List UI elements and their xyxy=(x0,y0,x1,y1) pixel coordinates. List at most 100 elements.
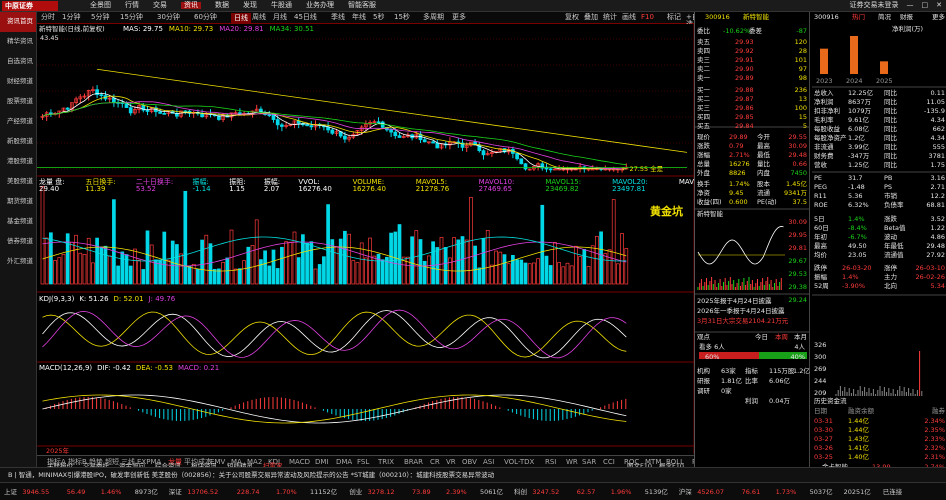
menu-item[interactable]: 业务办理 xyxy=(306,1,334,9)
toolbar-button[interactable]: 复权 xyxy=(565,13,579,21)
menu-item[interactable]: 牛股通 xyxy=(271,1,292,9)
toolbar-button[interactable]: 叠加 xyxy=(584,13,598,21)
sidebar-item[interactable]: 产经频道 xyxy=(7,117,33,125)
menu-item[interactable]: 发现 xyxy=(243,1,257,9)
bottom-tab[interactable]: 扫雷宝 xyxy=(263,462,283,470)
bottom-tab[interactable]: 关联报价 xyxy=(47,462,73,470)
indicator-tab[interactable]: WR xyxy=(566,458,578,466)
period-tab[interactable]: 更多 xyxy=(452,13,466,21)
period-tab[interactable]: 30分钟 xyxy=(157,13,180,21)
period-tab[interactable]: 1分钟 xyxy=(62,13,81,21)
toolbar-button[interactable]: 标记 xyxy=(667,13,681,21)
kline-chart-area[interactable]: 新特智能(日线,前复权) MAS: 29.75 MA10: 29.73 MA20: … xyxy=(37,24,718,454)
menu-item[interactable]: 资讯 xyxy=(181,2,201,9)
sidebar-item[interactable]: 基金频道 xyxy=(7,217,33,225)
menu-item[interactable]: 智能客服 xyxy=(348,1,376,9)
indicator-tab[interactable]: DMA xyxy=(336,458,353,466)
sidebar-item[interactable]: 自选资讯 xyxy=(7,57,33,65)
login-status[interactable]: 证券交易未登录 xyxy=(849,1,899,9)
indicator-tab[interactable]: BOLL xyxy=(666,458,684,466)
indicator-tab[interactable]: VOL-TDX xyxy=(504,458,535,466)
sidebar-item[interactable]: 资讯首页 xyxy=(0,12,36,32)
window-control[interactable]: — xyxy=(906,1,914,9)
indicator-tab[interactable]: EMV xyxy=(210,458,226,466)
period-tab[interactable]: 多周期 xyxy=(423,13,444,21)
bottom-tab[interactable]: 资金流向 xyxy=(119,462,145,470)
indicator-tab[interactable]: RSI xyxy=(545,458,557,466)
period-tab[interactable]: 5秒 xyxy=(373,13,385,21)
sidebar-item[interactable]: 债券频道 xyxy=(7,237,33,245)
period-tab[interactable]: 45日线 xyxy=(294,13,317,21)
chart-canvas[interactable] xyxy=(37,24,695,454)
indicator-tab[interactable]: KDJ xyxy=(268,458,281,466)
volume-bar xyxy=(599,231,603,285)
bottom-right-tab[interactable]: 图文F10 xyxy=(627,462,653,470)
period-tab[interactable]: 日线 xyxy=(231,13,251,23)
toolbar-button[interactable]: F10 xyxy=(641,13,654,21)
sidebar-item[interactable]: 财经频道 xyxy=(7,77,33,85)
indicator-tab[interactable]: FSL xyxy=(357,458,370,466)
indicator-tab[interactable]: EXPMA xyxy=(137,458,162,466)
indicator-tab[interactable]: DMI xyxy=(315,458,329,466)
bottom-tab[interactable]: 交易委托 xyxy=(83,462,109,470)
indicator-tab[interactable]: ASI xyxy=(483,458,495,466)
period-tab[interactable]: 15分钟 xyxy=(120,13,143,21)
sidebar-item[interactable]: 新股频道 xyxy=(7,137,33,145)
sidebar-item[interactable]: 港股频道 xyxy=(7,157,33,165)
period-tab[interactable]: 60分钟 xyxy=(194,13,217,21)
sidebar-item[interactable]: 外汇频道 xyxy=(7,257,33,265)
window-control[interactable]: ✕ xyxy=(936,1,942,9)
menu-item[interactable]: 行情 xyxy=(125,1,139,9)
indicator-tab[interactable]: 超短 xyxy=(105,458,119,466)
indicator-tab[interactable]: 龙量 xyxy=(168,458,182,466)
indicator-tab[interactable]: MA2 xyxy=(247,458,263,466)
toolbar-button[interactable]: 统计 xyxy=(603,13,617,21)
bottom-tab[interactable]: 综合资讯 xyxy=(155,462,181,470)
period-tab[interactable]: 月线 xyxy=(273,13,287,21)
indicator-tab[interactable]: VR xyxy=(446,458,456,466)
menu-item[interactable]: 数据 xyxy=(215,1,229,9)
indicator-tab[interactable]: 平均成本 xyxy=(184,458,212,466)
menu-item[interactable]: 全景图 xyxy=(90,1,111,9)
indicator-tab[interactable]: SAR xyxy=(582,458,597,466)
quote-row: 年初 -6.7% 波动 4.86 xyxy=(812,234,946,242)
bottom-right-tab[interactable]: 概念F10 xyxy=(659,462,685,470)
indicator-tab[interactable]: TRIX xyxy=(378,458,394,466)
indicator-tab[interactable]: OBV xyxy=(462,458,477,466)
period-tab[interactable]: 15秒 xyxy=(394,13,410,21)
period-tab[interactable]: 周线 xyxy=(252,13,266,21)
period-tab[interactable]: 5分钟 xyxy=(91,13,110,21)
indicator-tab[interactable]: CCI xyxy=(603,458,615,466)
indicator-tab[interactable]: CR xyxy=(430,458,440,466)
quote-cell: 23.05 xyxy=(848,251,867,259)
sidebar-item[interactable]: 股票频道 xyxy=(7,97,33,105)
period-tab[interactable]: 季线 xyxy=(331,13,345,21)
indicator-tab[interactable]: ROC xyxy=(624,458,640,466)
indicator-tab[interactable]: 指标B xyxy=(68,458,87,466)
legend-item: MAVOL5: 21278.76 xyxy=(415,178,450,193)
sidebar-item[interactable]: 精华资讯 xyxy=(7,37,33,45)
bottom-tab[interactable]: 短线精灵 xyxy=(227,462,253,470)
volume-bar xyxy=(435,247,440,285)
bottom-tab[interactable]: 板块资讯 xyxy=(191,462,217,470)
news-ticker[interactable]: B | 智通，MINIMAX引爆港股IPO，破发率创新低 美芝股份（002856… xyxy=(0,467,946,482)
period-tab[interactable]: 年线 xyxy=(352,13,366,21)
period-tab[interactable]: 分时 xyxy=(41,13,55,21)
toolbar-button[interactable]: 画线 xyxy=(622,13,636,21)
indicator-tab[interactable]: 趋势 xyxy=(89,458,103,466)
indicator-tab[interactable]: 三线 xyxy=(121,458,135,466)
indicator-tab[interactable]: MA xyxy=(231,458,242,466)
window-control[interactable]: □ xyxy=(921,1,929,9)
indicator-tab[interactable]: 指标A xyxy=(47,458,66,466)
volume-bar xyxy=(254,219,259,285)
indicator-tab[interactable]: MACD xyxy=(289,458,310,466)
volume-bar xyxy=(372,255,377,285)
sidebar-item[interactable]: 期货频道 xyxy=(7,197,33,205)
quote-cell: 29.84 xyxy=(735,122,754,130)
indicator-tab[interactable]: MTM xyxy=(645,458,662,466)
volume-bar xyxy=(112,199,116,285)
indicator-tab[interactable]: BRAR xyxy=(404,458,424,466)
menu-item[interactable]: 交易 xyxy=(153,1,167,9)
sidebar-item[interactable]: 美股频道 xyxy=(7,177,33,185)
volume-ma-line xyxy=(42,246,627,272)
